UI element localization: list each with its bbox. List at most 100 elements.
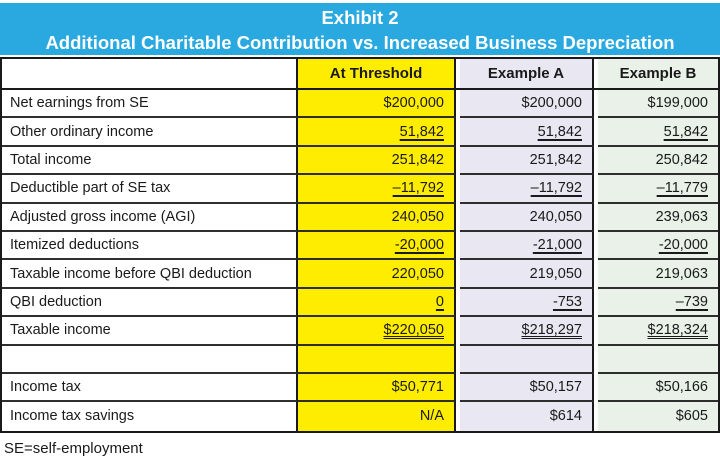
cell-value: 0 — [435, 293, 444, 310]
cell-value: 251,842 — [391, 151, 444, 168]
value-cell-example-a: $50,157 — [460, 373, 594, 403]
column-gutter — [594, 59, 598, 90]
column-gutter — [456, 146, 460, 176]
column-gutter — [594, 203, 598, 232]
column-gutter — [594, 373, 598, 403]
row-label-cell: QBI deduction — [2, 288, 298, 318]
cell-value: –739 — [675, 293, 708, 310]
column-gutter — [456, 288, 460, 318]
exhibit-title: Exhibit 2 — [321, 7, 399, 28]
value-cell-example-a: $200,000 — [460, 90, 594, 119]
value-cell-example-a: 219,050 — [460, 260, 594, 289]
cell-value: $199,000 — [647, 95, 708, 112]
row-label-cell: Adjusted gross income (AGI) — [2, 203, 298, 232]
value-cell-example-b: –739 — [598, 288, 718, 318]
cell-value: 219,063 — [655, 265, 708, 282]
value-cell-example-b: 239,063 — [598, 203, 718, 232]
value-cell-at-threshold: 240,050 — [298, 203, 456, 232]
column-gutter — [456, 118, 460, 147]
value-cell-example-b: 51,842 — [598, 118, 718, 147]
cell-value: $50,157 — [529, 379, 582, 396]
value-cell-at-threshold: $50,771 — [298, 373, 456, 403]
value-cell-at-threshold: $220,050 — [298, 317, 456, 346]
cell-value: 240,050 — [391, 208, 444, 225]
cell-value: –11,779 — [656, 180, 708, 197]
value-cell-example-a: 51,842 — [460, 118, 594, 147]
row-label-cell — [2, 345, 298, 374]
value-cell-at-threshold: 51,842 — [298, 118, 456, 147]
header-example-b: Example B — [598, 59, 718, 90]
value-cell-example-a: $614 — [460, 402, 594, 431]
table-row: Income tax savings N/A $614 $605 — [2, 402, 718, 431]
column-gutter — [594, 146, 598, 176]
table-row — [2, 345, 718, 374]
value-cell-example-a: $218,297 — [460, 317, 594, 346]
cell-value: 239,063 — [655, 208, 708, 225]
row-label-cell: Income tax — [2, 373, 298, 403]
value-cell-at-threshold: $200,000 — [298, 90, 456, 119]
cell-value: $200,000 — [383, 95, 444, 112]
value-cell-example-a — [460, 345, 594, 374]
value-cell-example-b: 250,842 — [598, 146, 718, 176]
cell-value: $50,771 — [391, 379, 444, 396]
table-row: Adjusted gross income (AGI) 240,050 240,… — [2, 203, 718, 232]
column-gutter — [594, 317, 598, 346]
comparison-table: At Threshold Example A Example B Net ear… — [0, 57, 720, 433]
column-gutter — [594, 118, 598, 147]
cell-value: -20,000 — [394, 237, 444, 254]
column-gutter — [456, 345, 460, 374]
cell-value: 240,050 — [529, 208, 582, 225]
column-gutter — [594, 402, 598, 431]
cell-value: -20,000 — [658, 237, 708, 254]
row-label-cell: Other ordinary income — [2, 118, 298, 147]
table-row: Itemized deductions -20,000 -21,000 -20,… — [2, 231, 718, 261]
value-cell-example-b: $218,324 — [598, 317, 718, 346]
value-cell-at-threshold: -20,000 — [298, 231, 456, 261]
exhibit-page: Exhibit 2 Additional Charitable Contribu… — [0, 3, 720, 459]
column-gutter — [456, 260, 460, 289]
column-gutter — [594, 345, 598, 374]
column-gutter — [594, 231, 598, 261]
header-example-a: Example A — [460, 59, 594, 90]
column-gutter — [594, 288, 598, 318]
table-row: Net earnings from SE $200,000 $200,000 $… — [2, 90, 718, 119]
value-cell-example-b: –11,779 — [598, 175, 718, 204]
cell-value: $605 — [675, 408, 708, 425]
value-cell-at-threshold: –11,792 — [298, 175, 456, 204]
cell-value: -21,000 — [532, 237, 582, 254]
value-cell-example-b: $50,166 — [598, 373, 718, 403]
header-at-threshold: At Threshold — [298, 59, 456, 90]
footnote: SE=self-employment — [4, 439, 143, 457]
cell-value: 51,842 — [399, 123, 444, 140]
row-label-cell: Net earnings from SE — [2, 90, 298, 119]
value-cell-example-a: 251,842 — [460, 146, 594, 176]
value-cell-at-threshold: 251,842 — [298, 146, 456, 176]
cell-value: 51,842 — [537, 123, 582, 140]
value-cell-example-a: -753 — [460, 288, 594, 318]
cell-value: N/A — [419, 408, 444, 425]
value-cell-example-b: 219,063 — [598, 260, 718, 289]
cell-value: $614 — [549, 408, 582, 425]
cell-value: 219,050 — [529, 265, 582, 282]
column-gutter — [456, 175, 460, 204]
cell-value: $220,050 — [383, 322, 444, 339]
value-cell-example-a: -21,000 — [460, 231, 594, 261]
value-cell-at-threshold: 0 — [298, 288, 456, 318]
table-row: Deductible part of SE tax –11,792 –11,79… — [2, 175, 718, 204]
exhibit-subtitle: Additional Charitable Contribution vs. I… — [45, 32, 675, 53]
cell-value: $200,000 — [521, 95, 582, 112]
column-gutter — [456, 90, 460, 119]
table-row: QBI deduction 0 -753 –739 — [2, 288, 718, 318]
table-row: Taxable income before QBI deduction 220,… — [2, 260, 718, 289]
column-gutter — [594, 90, 598, 119]
cell-value: 51,842 — [663, 123, 708, 140]
value-cell-example-b: $605 — [598, 402, 718, 431]
value-cell-example-b — [598, 345, 718, 374]
column-gutter — [594, 175, 598, 204]
value-cell-example-a: –11,792 — [460, 175, 594, 204]
cell-value: $218,324 — [647, 322, 708, 339]
cell-value: -753 — [552, 293, 582, 310]
table-row: Other ordinary income 51,842 51,842 51,8… — [2, 118, 718, 147]
title-banner: Exhibit 2 Additional Charitable Contribu… — [0, 3, 720, 55]
column-gutter — [456, 402, 460, 431]
